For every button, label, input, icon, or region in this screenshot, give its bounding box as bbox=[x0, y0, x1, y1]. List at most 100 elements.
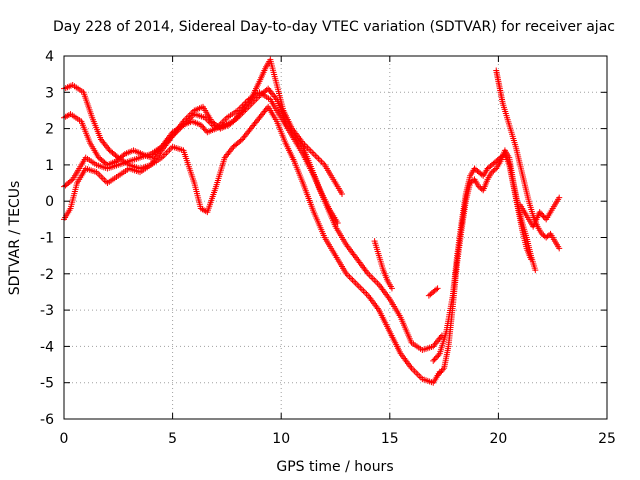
data-point-marker bbox=[537, 210, 544, 217]
series-track-b bbox=[61, 82, 341, 226]
data-point-marker bbox=[430, 357, 437, 364]
data-point-marker bbox=[434, 353, 441, 360]
data-point-marker bbox=[435, 370, 442, 377]
data-point-marker bbox=[348, 275, 355, 282]
data-point-marker bbox=[416, 372, 423, 379]
data-point-marker bbox=[532, 267, 539, 274]
data-point-marker bbox=[410, 366, 417, 373]
data-point-marker bbox=[414, 371, 421, 378]
x-tick-label: 10 bbox=[272, 431, 290, 447]
data-point-marker bbox=[539, 211, 546, 218]
x-tick-label: 5 bbox=[168, 431, 177, 447]
data-point-marker bbox=[312, 152, 319, 159]
data-series bbox=[61, 56, 563, 386]
data-point-marker bbox=[352, 280, 359, 287]
data-point-marker bbox=[315, 155, 322, 162]
data-point-marker bbox=[369, 275, 376, 282]
series-track-f bbox=[434, 147, 539, 379]
data-point-marker bbox=[431, 356, 438, 363]
data-point-marker bbox=[556, 245, 563, 252]
data-point-marker bbox=[306, 146, 313, 153]
y-tick-label: -3 bbox=[40, 303, 54, 319]
data-point-marker bbox=[313, 154, 320, 161]
data-point-marker bbox=[470, 177, 477, 184]
y-tick-label: -4 bbox=[40, 339, 54, 355]
data-point-marker bbox=[371, 277, 378, 284]
y-tick-label: 0 bbox=[45, 194, 54, 210]
data-point-marker bbox=[439, 366, 446, 373]
data-point-marker bbox=[433, 286, 440, 293]
data-point-marker bbox=[351, 278, 358, 285]
data-point-marker bbox=[316, 157, 323, 164]
y-tick-label: 2 bbox=[45, 122, 54, 138]
data-point-marker bbox=[372, 278, 379, 285]
data-point-marker bbox=[339, 190, 346, 197]
data-point-marker bbox=[222, 116, 229, 123]
data-point-marker bbox=[307, 147, 314, 154]
series-track-d bbox=[61, 89, 445, 354]
data-point-marker bbox=[434, 285, 441, 292]
x-tick-label: 0 bbox=[60, 431, 69, 447]
data-point-marker bbox=[357, 284, 364, 291]
data-point-marker bbox=[309, 149, 316, 156]
x-tick-label: 25 bbox=[598, 431, 616, 447]
data-point-marker bbox=[540, 213, 547, 220]
data-point-marker bbox=[355, 283, 362, 290]
x-tick-label: 15 bbox=[381, 431, 399, 447]
series-fragment-2 bbox=[425, 285, 441, 299]
x-tick-labels: 0 5 10 15 20 25 bbox=[60, 431, 616, 447]
data-point-marker bbox=[556, 194, 563, 201]
data-point-marker bbox=[113, 153, 120, 160]
data-point-marker bbox=[478, 171, 485, 178]
data-point-marker bbox=[438, 368, 445, 375]
data-point-marker bbox=[320, 160, 327, 167]
data-point-marker bbox=[99, 175, 106, 182]
data-point-marker bbox=[201, 126, 208, 133]
data-point-marker bbox=[220, 117, 227, 124]
data-point-marker bbox=[361, 289, 368, 296]
series-track-h bbox=[517, 194, 563, 230]
data-point-marker bbox=[374, 280, 381, 287]
y-tick-label: -6 bbox=[40, 412, 54, 428]
y-tick-labels: 4 3 2 1 0 -1 -2 -3 -4 -5 -6 bbox=[40, 49, 54, 428]
series-track-e bbox=[430, 151, 534, 364]
data-point-marker bbox=[546, 232, 553, 239]
data-point-marker bbox=[358, 286, 365, 293]
data-point-marker bbox=[96, 172, 103, 179]
data-point-marker bbox=[432, 355, 439, 362]
data-point-marker bbox=[344, 272, 351, 279]
data-point-marker bbox=[197, 121, 204, 128]
data-point-marker bbox=[310, 151, 317, 158]
y-tick-label: -1 bbox=[40, 231, 54, 247]
y-tick-label: 1 bbox=[45, 158, 54, 174]
data-point-marker bbox=[199, 123, 206, 130]
data-point-marker bbox=[68, 177, 75, 184]
data-point-marker bbox=[200, 124, 207, 131]
x-axis-label: GPS time / hours bbox=[276, 459, 393, 475]
data-point-marker bbox=[435, 352, 442, 359]
data-point-marker bbox=[233, 115, 240, 122]
data-point-marker bbox=[98, 173, 105, 180]
data-point-marker bbox=[411, 368, 418, 375]
y-tick-label: 3 bbox=[45, 85, 54, 101]
data-point-marker bbox=[354, 281, 361, 288]
y-tick-label: -2 bbox=[40, 267, 54, 283]
data-point-marker bbox=[237, 137, 244, 144]
data-point-marker bbox=[536, 209, 543, 216]
data-point-marker bbox=[363, 291, 370, 298]
data-point-marker bbox=[388, 285, 395, 292]
data-point-marker bbox=[368, 273, 375, 280]
y-tick-label: -5 bbox=[40, 376, 54, 392]
data-point-marker bbox=[360, 287, 367, 294]
data-point-marker bbox=[318, 158, 325, 165]
series-track-c bbox=[61, 103, 443, 386]
data-point-marker bbox=[366, 272, 373, 279]
data-point-marker bbox=[413, 369, 420, 376]
y-axis-label: SDTVAR / TECUs bbox=[7, 181, 23, 296]
y-tick-label: 4 bbox=[45, 49, 54, 65]
chart-title: Day 228 of 2014, Sidereal Day-to-day VTE… bbox=[53, 19, 615, 35]
data-point-marker bbox=[434, 372, 441, 379]
data-point-marker bbox=[437, 369, 444, 376]
x-tick-label: 20 bbox=[489, 431, 507, 447]
